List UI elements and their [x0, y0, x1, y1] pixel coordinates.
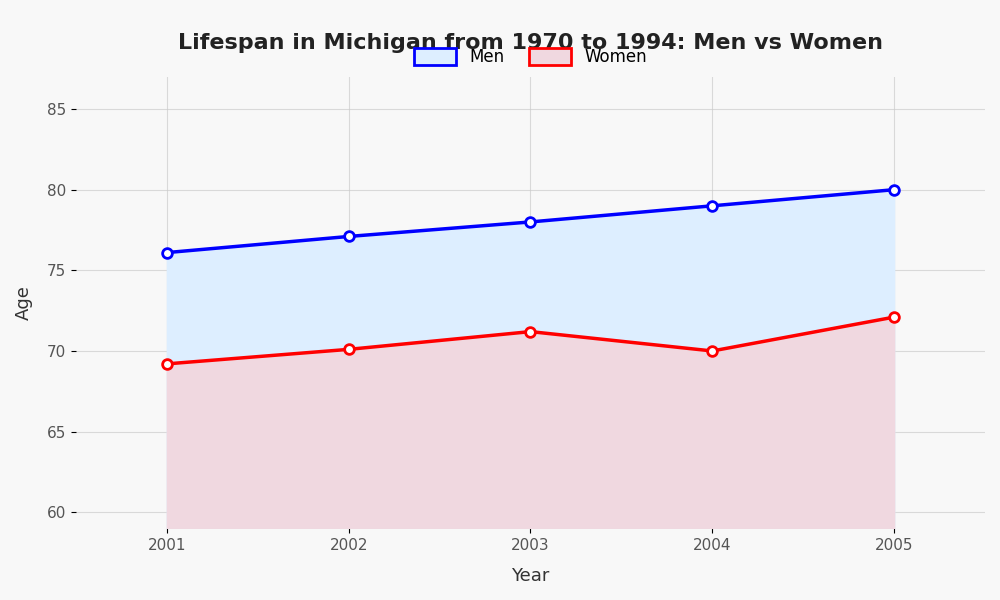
Title: Lifespan in Michigan from 1970 to 1994: Men vs Women: Lifespan in Michigan from 1970 to 1994: …: [178, 33, 883, 53]
X-axis label: Year: Year: [511, 567, 550, 585]
Y-axis label: Age: Age: [15, 285, 33, 320]
Legend: Men, Women: Men, Women: [406, 40, 655, 75]
